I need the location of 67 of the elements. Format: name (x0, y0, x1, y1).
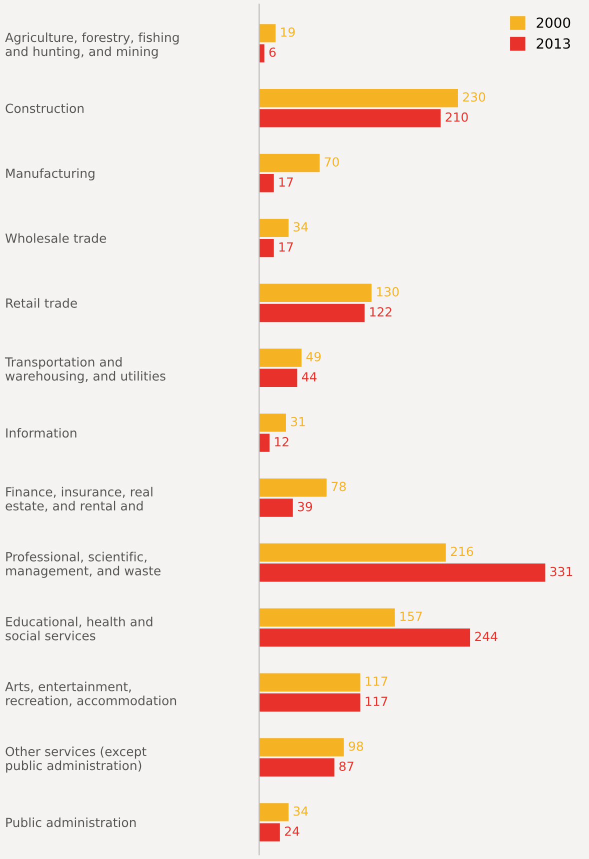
bar (259, 564, 546, 582)
bar (259, 758, 334, 776)
data-label: 331 (550, 566, 572, 576)
legend-label: 2013 (536, 38, 570, 49)
data-label: 244 (475, 632, 498, 642)
y-tick-label: Professional, scientific, management, and waste (6, 552, 160, 578)
data-label: 49 (306, 352, 321, 362)
bar (259, 218, 289, 238)
bar (259, 628, 470, 647)
bar (259, 304, 365, 322)
bar (259, 693, 360, 712)
data-label: 210 (446, 112, 468, 122)
data-label: 216 (450, 546, 474, 556)
data-label: 122 (370, 307, 392, 316)
bar (259, 434, 270, 452)
data-label: 19 (281, 27, 295, 37)
bar (259, 174, 274, 192)
data-label: 117 (366, 696, 388, 706)
bar (259, 738, 344, 756)
bar (259, 673, 360, 692)
data-label: 31 (291, 416, 305, 426)
y-tick-label: Arts, entertainment, recreation, accommodation (5, 682, 176, 707)
bar (259, 543, 446, 562)
bar (259, 348, 302, 367)
data-label: 87 (339, 762, 354, 772)
data-label: 157 (400, 612, 422, 622)
bar (259, 803, 289, 822)
data-label: 70 (324, 157, 339, 167)
bar (259, 498, 293, 517)
y-tick-label: Educational, health and social services (6, 616, 152, 640)
data-label: 78 (332, 482, 346, 492)
bar (259, 478, 327, 497)
bar (259, 154, 320, 172)
bar (259, 608, 395, 627)
bar (259, 823, 280, 842)
data-label: 17 (279, 242, 293, 252)
bar (259, 284, 372, 302)
data-label: 34 (294, 806, 308, 816)
data-label: 24 (284, 826, 300, 836)
data-label: 34 (294, 222, 308, 232)
data-label: 117 (366, 676, 388, 686)
bar (259, 109, 441, 128)
y-tick-label: Other services (except public administration) (6, 746, 146, 773)
data-label: 39 (298, 502, 312, 512)
bar (259, 414, 286, 432)
y-tick-label: Manufacturing (6, 168, 94, 180)
data-label: 12 (275, 436, 288, 446)
bar (259, 44, 264, 62)
bar (259, 238, 274, 258)
bar (259, 89, 458, 108)
y-tick-label: Agriculture, forestry, fishing and hunting, and mining (5, 32, 179, 59)
y-tick-label: Information (6, 428, 76, 438)
bar (259, 24, 276, 42)
data-label: 17 (279, 177, 293, 187)
bar (259, 368, 298, 387)
data-label: 98 (348, 741, 364, 751)
y-tick-label: Retail trade (6, 298, 77, 308)
y-tick-label: Construction (6, 103, 84, 114)
y-tick-label: Public administration (6, 818, 136, 828)
y-tick-label: Wholesale trade (5, 233, 106, 243)
data-label: 6 (269, 47, 276, 57)
data-label: 230 (463, 92, 486, 102)
y-tick-label: Transportation and warehousing, and utilities (4, 357, 166, 384)
y-tick-label: Finance, insurance, real estate, and rental and (6, 486, 152, 512)
data-label: 44 (302, 372, 317, 382)
data-label: 130 (377, 287, 399, 296)
legend-label: 2000 (536, 17, 570, 28)
